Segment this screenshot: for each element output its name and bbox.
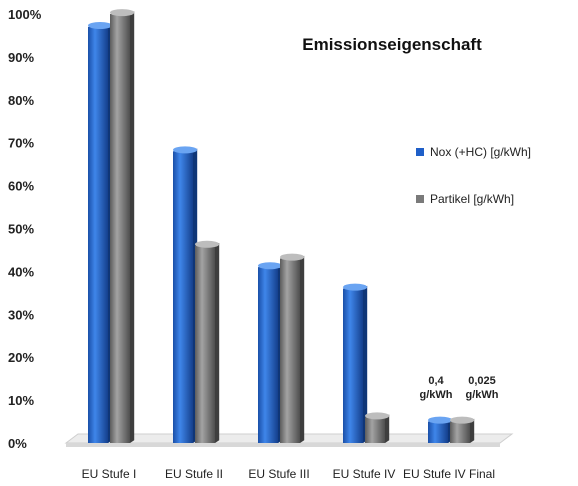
y-tick-label: 100% <box>8 7 42 22</box>
y-tick-label: 10% <box>8 393 34 408</box>
bar-partikel-2 <box>280 253 305 443</box>
bar-nox-1 <box>173 146 198 444</box>
bar-partikel-1 <box>195 240 220 443</box>
bar-top <box>88 21 113 29</box>
y-tick-label: 90% <box>8 50 34 65</box>
bar-nox-4 <box>428 416 453 443</box>
legend-label-nox: Nox (+HC) [g/kWh] <box>430 145 531 159</box>
bar-top <box>428 416 453 424</box>
bar-side <box>363 285 368 443</box>
bar-nox-0 <box>88 21 113 444</box>
y-tick-label: 30% <box>8 307 34 322</box>
bar-top <box>110 9 135 17</box>
bar-front <box>450 421 470 443</box>
x-tick-label: EU Stufe I <box>82 467 137 481</box>
y-tick-label: 40% <box>8 264 34 279</box>
annotation-0-line-0: 0,4 <box>428 375 444 387</box>
bar-top <box>450 416 475 424</box>
bar-partikel-3 <box>365 412 390 443</box>
bar-side <box>470 418 475 443</box>
bar-front <box>343 288 363 443</box>
x-tick-label: EU Stufe IV Final <box>403 467 495 481</box>
bar-side <box>385 414 390 443</box>
bar-top <box>173 146 198 154</box>
legend-swatch-partikel <box>416 195 424 203</box>
annotation-1-line-0: 0,025 <box>468 375 496 387</box>
bar-top <box>258 262 283 270</box>
bar-side <box>215 242 220 443</box>
bar-top <box>343 283 368 291</box>
bar-front <box>428 421 448 443</box>
bar-side <box>300 255 305 443</box>
x-tick-label: EU Stufe IV <box>333 467 396 481</box>
annotation-1-line-1: g/kWh <box>466 389 499 401</box>
legend-swatch-nox <box>416 148 424 156</box>
y-tick-label: 80% <box>8 93 34 108</box>
bar-partikel-4 <box>450 416 475 443</box>
bar-front <box>195 245 215 443</box>
annotation-0-line-1: g/kWh <box>420 389 453 401</box>
x-tick-label: EU Stufe III <box>248 467 309 481</box>
bar-front <box>258 267 278 443</box>
bar-front <box>280 258 300 443</box>
bar-top <box>280 253 305 261</box>
bar-top <box>195 240 220 248</box>
y-tick-label: 0% <box>8 436 27 451</box>
bar-front <box>110 14 130 443</box>
bar-partikel-0 <box>110 9 135 443</box>
chart-floor-front <box>66 443 500 447</box>
legend: Nox (+HC) [g/kWh] Partikel [g/kWh] <box>416 145 531 206</box>
chart-title: Emissionseigenschaft <box>302 35 482 54</box>
y-tick-label: 20% <box>8 350 34 365</box>
x-tick-label: EU Stufe II <box>165 467 223 481</box>
y-tick-label: 60% <box>8 179 34 194</box>
bar-top <box>365 412 390 420</box>
bar-nox-3 <box>343 283 368 443</box>
bar-front <box>173 151 193 443</box>
y-tick-label: 70% <box>8 136 34 151</box>
bar-front <box>365 417 385 443</box>
bar-front <box>88 26 108 444</box>
bar-side <box>130 11 135 443</box>
legend-label-partikel: Partikel [g/kWh] <box>430 192 514 206</box>
bar-nox-2 <box>258 262 283 443</box>
y-tick-label: 50% <box>8 222 34 237</box>
